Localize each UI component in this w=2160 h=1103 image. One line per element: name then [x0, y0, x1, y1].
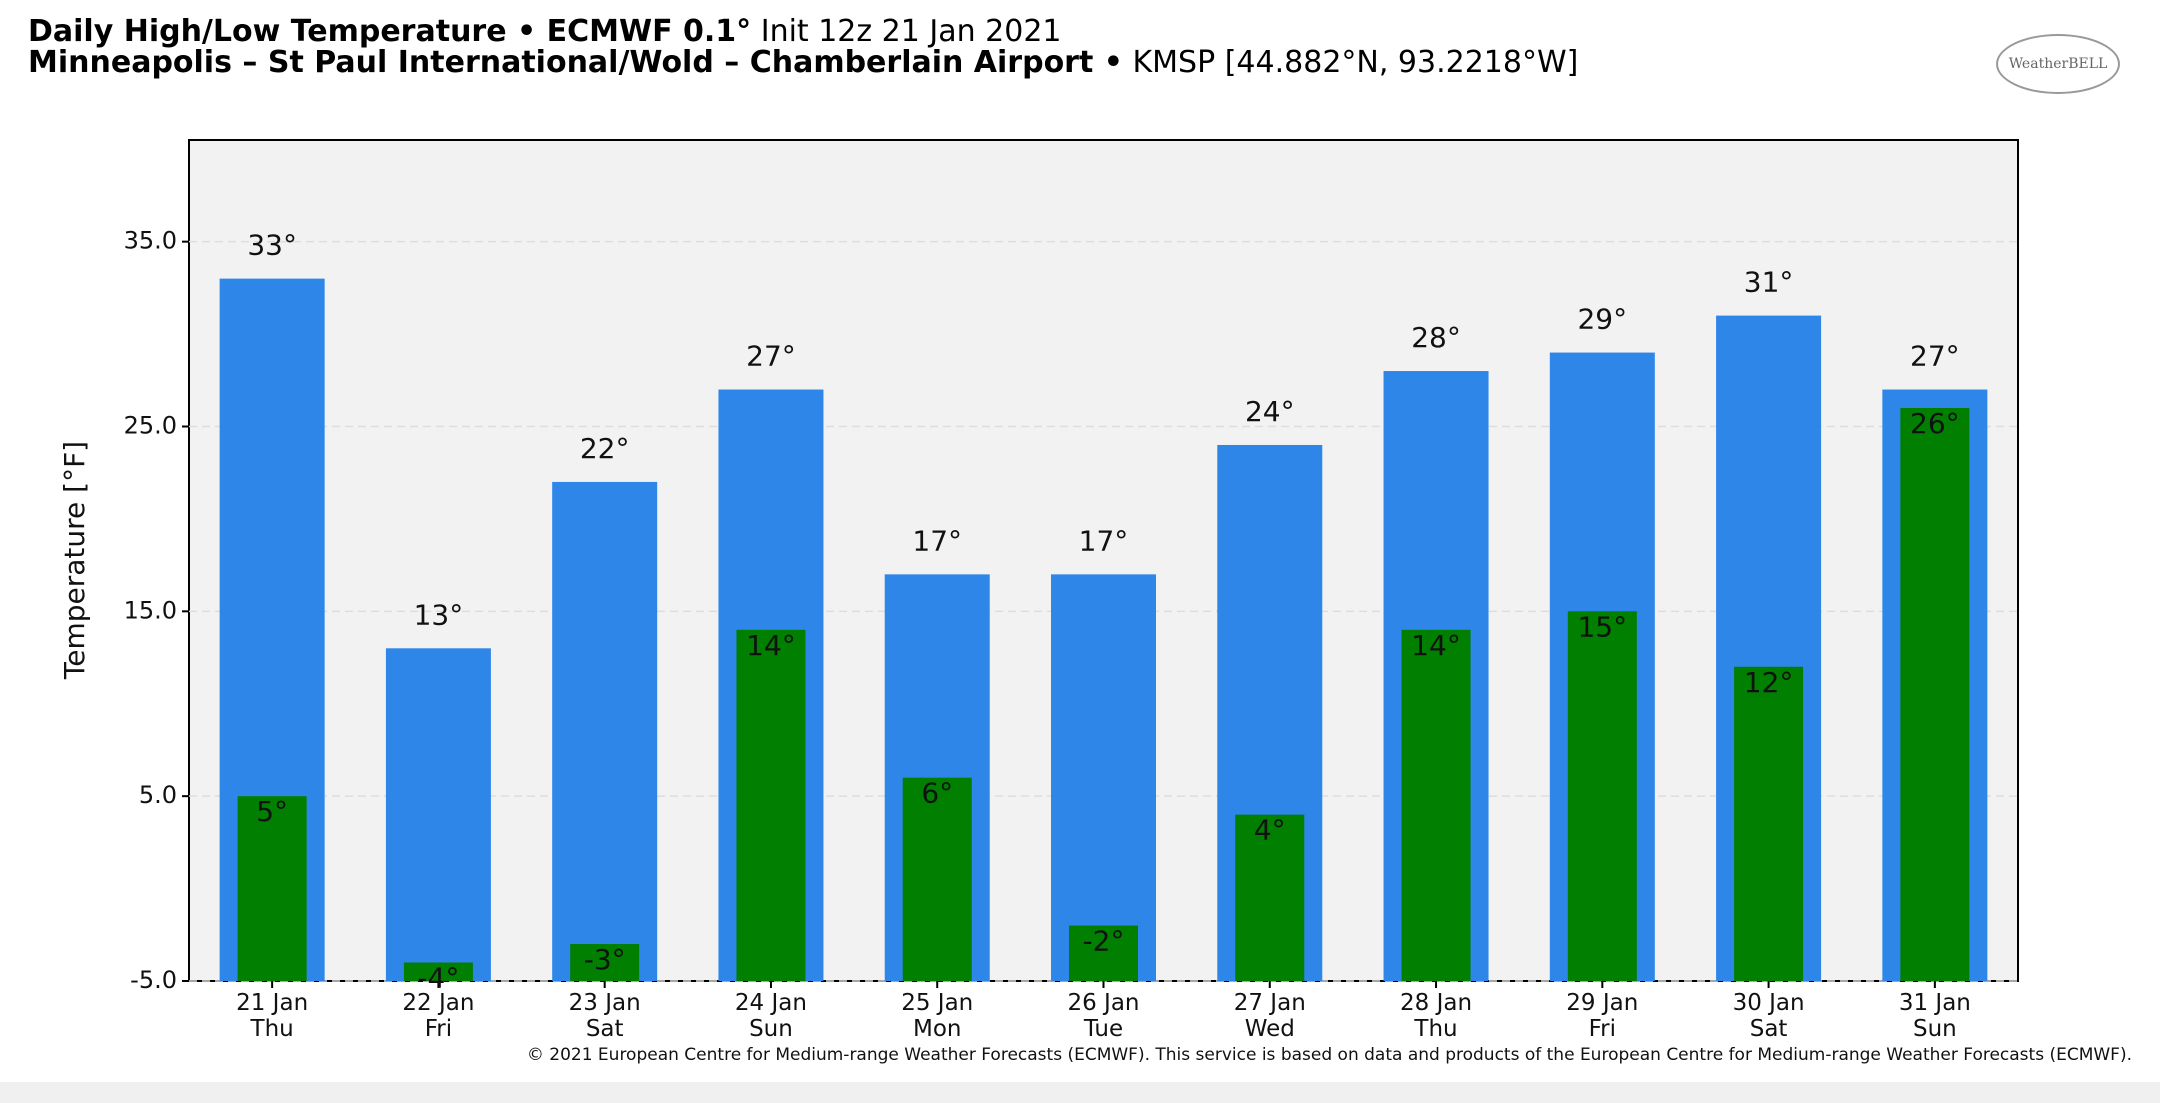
chart-title: Daily High/Low Temperature • ECMWF 0.1°: [28, 14, 752, 49]
x-tick-label: 22 Jan Fri: [402, 990, 474, 1042]
value-label: 24°: [1245, 395, 1295, 428]
y-tick-label: -5.0: [130, 966, 177, 994]
value-label: 13°: [414, 598, 464, 631]
bar: [1235, 814, 1305, 981]
x-tick-label: 25 Jan Mon: [901, 990, 973, 1042]
value-label: 12°: [1744, 666, 1794, 699]
bar: [902, 777, 972, 981]
value-label: -4°: [417, 962, 459, 995]
value-label: 27°: [1910, 340, 1960, 373]
bar: [385, 648, 491, 981]
station: KMSP [44.882°N, 93.2218°W]: [1132, 45, 1579, 80]
location: Minneapolis – St Paul International/Wold…: [28, 45, 1123, 80]
x-tick-label: 31 Jan Sun: [1899, 990, 1971, 1042]
value-label: 17°: [1079, 524, 1129, 557]
bar: [237, 796, 307, 981]
header: Daily High/Low Temperature • ECMWF 0.1° …: [28, 16, 1578, 78]
init-time: Init 12z 21 Jan 2021: [760, 14, 1062, 49]
y-tick-label: 5.0: [139, 781, 177, 809]
value-label: 4°: [1254, 814, 1286, 847]
value-label: 28°: [1411, 321, 1461, 354]
bar: [1734, 666, 1804, 981]
y-axis-label: Temperature [°F]: [58, 441, 91, 680]
value-label: 6°: [921, 777, 953, 810]
bar: [403, 962, 473, 981]
y-tick-label: 15.0: [124, 596, 177, 624]
bar: [570, 944, 640, 981]
value-label: 27°: [746, 340, 796, 373]
title-line: Daily High/Low Temperature • ECMWF 0.1° …: [28, 16, 1578, 47]
value-label: 22°: [580, 432, 630, 465]
bar: [1900, 408, 1970, 981]
x-tick-label: 30 Jan Sat: [1733, 990, 1805, 1042]
x-tick-label: 21 Jan Thu: [236, 990, 308, 1042]
value-label: -2°: [1083, 925, 1125, 958]
value-label: 14°: [1411, 629, 1461, 662]
location-line: Minneapolis – St Paul International/Wold…: [28, 47, 1578, 78]
bar: [1051, 574, 1156, 981]
x-tick-label: 24 Jan Sun: [735, 990, 807, 1042]
x-tick-label: 28 Jan Thu: [1400, 990, 1472, 1042]
x-tick-label: 26 Jan Tue: [1067, 990, 1139, 1042]
logo: WeatherBELL: [1996, 34, 2120, 94]
bar: [552, 481, 658, 981]
bar: [1401, 629, 1471, 981]
value-label: 14°: [746, 629, 796, 662]
bar: [1567, 611, 1637, 981]
value-label: -3°: [584, 943, 626, 976]
x-tick-label: 29 Jan Fri: [1566, 990, 1638, 1042]
x-tick-label: 23 Jan Sat: [569, 990, 641, 1042]
value-label: 17°: [912, 524, 962, 557]
bar: [736, 629, 806, 981]
copyright: © 2021 European Centre for Medium-range …: [527, 1045, 2132, 1065]
value-label: 26°: [1910, 407, 1960, 440]
value-label: 5°: [256, 795, 288, 828]
value-label: 15°: [1577, 610, 1627, 643]
bar: [1069, 925, 1138, 981]
footer-band: [0, 1082, 2160, 1103]
value-label: 31°: [1744, 266, 1794, 299]
y-tick-label: 35.0: [124, 227, 177, 255]
y-tick-label: 25.0: [124, 411, 177, 439]
x-tick-label: 27 Jan Wed: [1234, 990, 1306, 1042]
value-label: 33°: [247, 229, 297, 262]
value-label: 29°: [1577, 303, 1627, 336]
